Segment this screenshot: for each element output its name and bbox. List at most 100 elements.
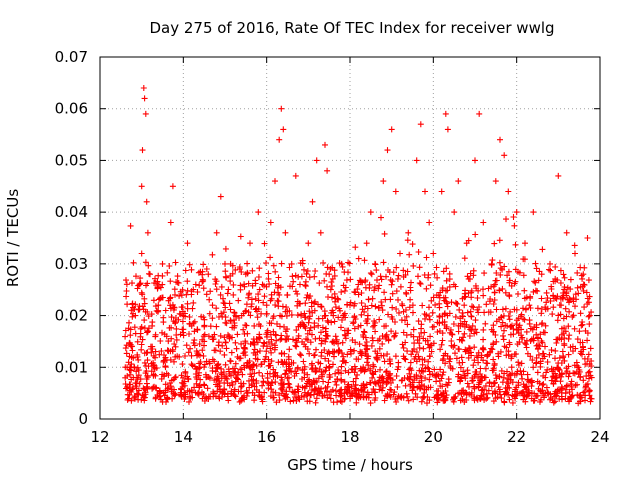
data-point (238, 383, 245, 390)
data-point (361, 257, 368, 264)
data-point (194, 289, 201, 295)
data-point (311, 307, 318, 314)
data-point (257, 348, 263, 354)
data-point (141, 359, 148, 366)
data-point (123, 281, 130, 288)
data-point (532, 279, 539, 286)
data-point (191, 337, 198, 344)
data-point (170, 306, 177, 313)
data-point (543, 369, 550, 376)
data-point (343, 389, 350, 396)
data-point (188, 266, 195, 273)
data-point (513, 321, 520, 328)
data-point (186, 398, 192, 405)
data-point (195, 269, 202, 276)
data-point (421, 357, 428, 363)
data-point (483, 360, 490, 366)
data-point (433, 264, 440, 271)
data-point (201, 316, 208, 323)
data-point (140, 85, 147, 91)
data-point (520, 272, 527, 279)
data-point (147, 271, 153, 278)
data-point (301, 389, 308, 396)
data-point (434, 274, 441, 281)
data-point (381, 397, 388, 404)
data-point (207, 375, 213, 382)
data-point (547, 298, 554, 304)
data-point (572, 250, 578, 257)
y-tick-label: 0.07 (55, 48, 88, 66)
data-point (573, 296, 580, 303)
data-point (512, 266, 519, 273)
data-point (125, 359, 132, 366)
data-point (522, 306, 529, 313)
data-point (172, 373, 179, 380)
data-point (405, 229, 412, 236)
data-point (360, 393, 367, 400)
data-point (273, 337, 280, 344)
data-point (123, 288, 130, 294)
data-point (142, 259, 149, 266)
data-point (585, 351, 592, 358)
data-point (356, 391, 363, 398)
data-point (442, 110, 449, 117)
data-point (475, 359, 482, 366)
data-point (200, 285, 207, 292)
data-point (426, 316, 433, 323)
data-point (209, 302, 216, 309)
data-point (306, 315, 313, 322)
data-point (558, 371, 565, 378)
data-point (379, 307, 386, 314)
data-point (351, 347, 358, 354)
data-point (226, 300, 233, 307)
data-point (273, 399, 280, 406)
data-point (159, 260, 166, 267)
data-point (520, 305, 526, 312)
data-point (196, 384, 203, 391)
data-point (404, 348, 411, 355)
data-point (506, 372, 512, 379)
data-point (518, 311, 525, 318)
data-point (179, 286, 186, 293)
data-point (256, 393, 263, 400)
data-point (565, 335, 572, 342)
data-point (139, 291, 146, 298)
data-point (516, 269, 523, 276)
data-point (447, 326, 454, 333)
data-point (122, 333, 129, 340)
data-point (311, 352, 317, 359)
data-point (404, 237, 411, 244)
data-point (551, 375, 558, 382)
data-point (384, 393, 391, 400)
data-point (431, 323, 437, 330)
data-point (439, 357, 446, 364)
data-point (548, 286, 555, 292)
data-point (287, 398, 294, 405)
data-point (569, 343, 576, 350)
data-point (364, 305, 371, 312)
data-point (143, 282, 149, 289)
data-point (541, 392, 548, 399)
x-tick-label: 24 (590, 428, 609, 446)
data-point (144, 357, 151, 364)
data-point (515, 291, 521, 297)
data-point (192, 281, 199, 288)
data-point (241, 349, 248, 356)
data-point (509, 392, 516, 399)
data-point (161, 352, 167, 358)
data-point (580, 377, 587, 384)
data-point (461, 330, 468, 337)
data-point (150, 352, 157, 359)
data-point (448, 331, 455, 338)
data-point (212, 393, 219, 400)
data-point (336, 346, 342, 353)
data-point (237, 355, 244, 362)
data-point (256, 334, 263, 341)
data-point (370, 323, 377, 330)
data-point (332, 378, 339, 385)
data-point (301, 322, 308, 329)
data-point (580, 287, 587, 294)
data-point (492, 178, 499, 185)
data-point (304, 268, 311, 274)
data-point (555, 386, 562, 393)
